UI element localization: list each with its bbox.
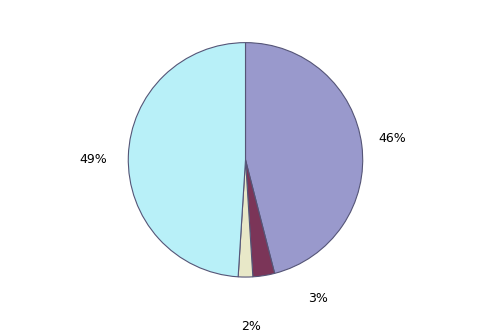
Text: 2%: 2%: [242, 320, 261, 333]
Wedge shape: [128, 43, 246, 277]
Wedge shape: [246, 160, 274, 277]
Wedge shape: [238, 160, 253, 277]
Wedge shape: [246, 43, 363, 273]
Text: 46%: 46%: [378, 132, 406, 145]
Text: 49%: 49%: [79, 153, 107, 166]
Text: 3%: 3%: [308, 292, 328, 305]
